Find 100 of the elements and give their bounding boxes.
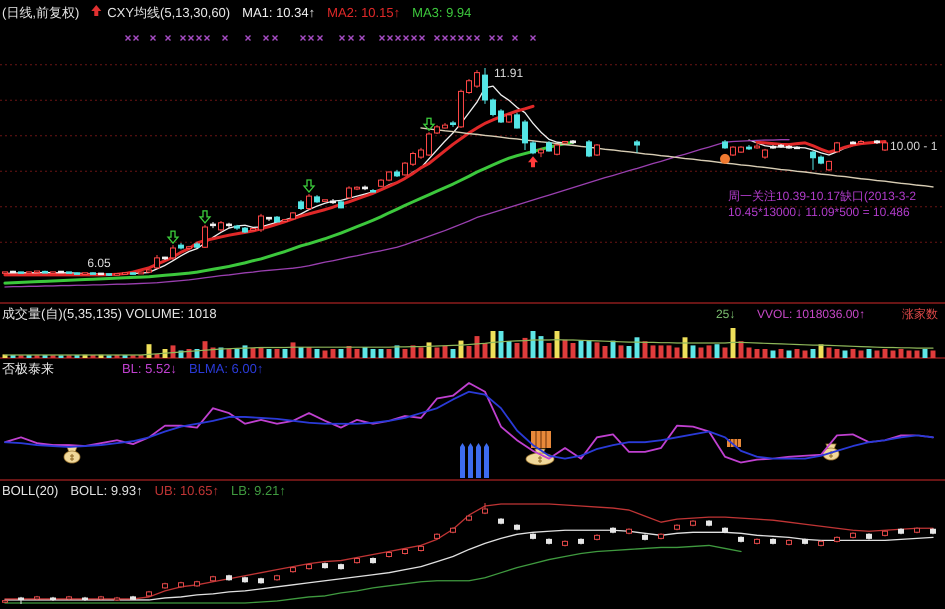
- bar: [442, 345, 448, 358]
- candlestick: [2, 599, 8, 604]
- bar: [698, 348, 704, 358]
- candlestick: [26, 271, 32, 274]
- candlestick: [106, 272, 112, 276]
- bar: [386, 349, 392, 358]
- candlestick: [34, 270, 40, 274]
- candlestick: [402, 548, 408, 556]
- candlestick: [250, 228, 256, 232]
- candlestick: [914, 526, 920, 534]
- bar: [666, 345, 672, 358]
- candlestick: [330, 198, 336, 204]
- bar: [242, 345, 248, 358]
- bar: [634, 337, 640, 358]
- candlestick: [226, 574, 232, 582]
- candlestick: [754, 538, 760, 545]
- candlestick: [226, 222, 232, 229]
- text: LB: 9.21↑: [230, 483, 286, 498]
- candlestick: [370, 557, 376, 564]
- bar: [458, 340, 464, 358]
- candlestick: [386, 550, 392, 558]
- candlestick: [258, 577, 264, 584]
- candlestick: [82, 272, 88, 276]
- candlestick: [34, 595, 40, 600]
- bar: [146, 344, 152, 358]
- candlestick: [154, 254, 160, 270]
- bar: [642, 341, 648, 358]
- candlestick: [634, 140, 640, 154]
- candlestick: [530, 140, 536, 155]
- bar: [546, 343, 552, 358]
- candlestick: [722, 140, 728, 150]
- bar: [410, 345, 416, 358]
- bar: [226, 349, 232, 358]
- candlestick: [178, 242, 184, 250]
- bar: [322, 350, 328, 358]
- bar: [594, 342, 600, 358]
- candlestick: [274, 216, 280, 224]
- bar: [426, 342, 432, 358]
- candlestick: [874, 140, 880, 144]
- bar: [738, 341, 744, 358]
- candlestick: [546, 140, 552, 152]
- candlestick: [354, 186, 360, 191]
- chart-title: 成交量(自)(5,35,135) VOLUME: 1018: [2, 306, 217, 321]
- candlestick: [834, 141, 840, 154]
- bar: [818, 344, 824, 358]
- bar: [602, 346, 608, 358]
- candlestick: [194, 242, 200, 248]
- bar: [282, 349, 288, 358]
- candlestick: [770, 144, 776, 150]
- candlestick: [234, 224, 240, 230]
- bar: [762, 349, 768, 358]
- candlestick: [114, 272, 120, 276]
- candlestick: [202, 224, 208, 248]
- bar: [514, 343, 520, 358]
- candlestick: [810, 150, 816, 170]
- candlestick: [162, 256, 168, 261]
- candlestick: [754, 143, 760, 150]
- candlestick: [858, 140, 864, 144]
- bar: [826, 348, 832, 358]
- text: MA2: 10.15↑: [327, 5, 400, 20]
- candlestick: [210, 222, 216, 229]
- candlestick: [426, 132, 432, 157]
- candlestick: [410, 151, 416, 166]
- bar: [658, 345, 664, 358]
- bar: [618, 345, 624, 358]
- bar: [650, 345, 656, 358]
- chart-title: (日线,前复权): [2, 5, 80, 20]
- bar: [770, 350, 776, 358]
- candlestick: [74, 272, 80, 276]
- bar: [842, 350, 848, 358]
- candlestick: [218, 220, 224, 232]
- candlestick: [642, 534, 648, 541]
- bar: [578, 340, 584, 358]
- candlestick: [98, 595, 104, 600]
- bar: [722, 348, 728, 358]
- bar: [338, 349, 344, 358]
- candlestick: [522, 119, 528, 150]
- annotation: 6.05: [87, 256, 111, 270]
- bar: [706, 345, 712, 358]
- candlestick: [442, 122, 448, 130]
- candlestick: [122, 272, 128, 276]
- candlestick: [546, 538, 552, 545]
- bar: [218, 348, 224, 358]
- candlestick: [690, 520, 696, 527]
- bar: [434, 348, 440, 358]
- bar: [802, 350, 808, 358]
- candlestick: [626, 528, 632, 535]
- bar: [378, 349, 384, 358]
- bar: [418, 348, 424, 358]
- candlestick: [346, 186, 352, 200]
- bar: [754, 349, 760, 358]
- bar: [570, 343, 576, 358]
- candlestick: [562, 140, 568, 144]
- candlestick: [474, 70, 480, 88]
- text: MA1: 10.34↑: [242, 5, 316, 20]
- candlestick: [594, 534, 600, 541]
- candlestick: [386, 170, 392, 182]
- bar: [538, 336, 544, 358]
- candlestick: [674, 524, 680, 531]
- candlestick: [786, 538, 792, 546]
